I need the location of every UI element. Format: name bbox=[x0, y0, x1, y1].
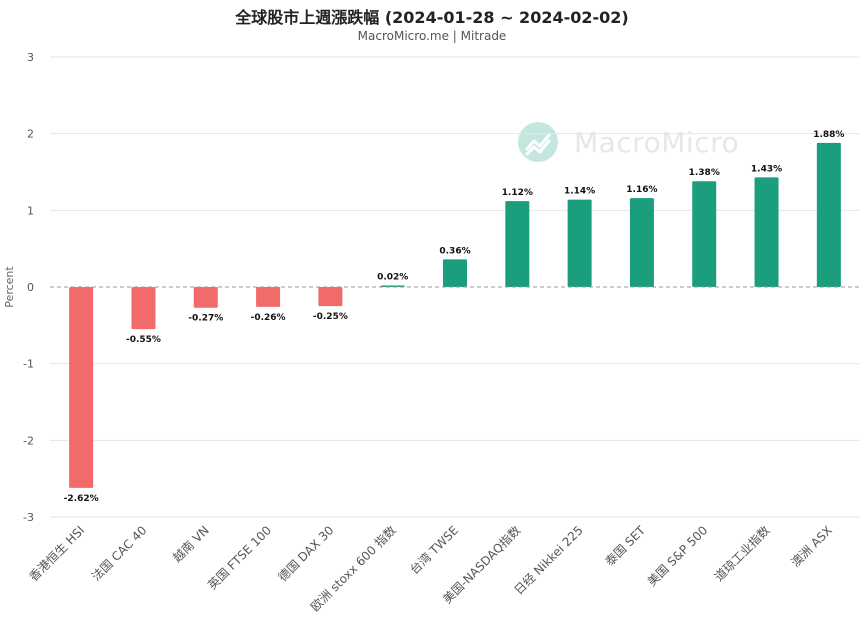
data-label: -0.55% bbox=[126, 335, 161, 345]
bar bbox=[629, 198, 654, 287]
bar bbox=[443, 259, 467, 287]
bar bbox=[754, 177, 779, 287]
x-tick-label: 台湾 TWSE bbox=[407, 523, 462, 578]
bar bbox=[505, 201, 530, 287]
x-tick-label: 越南 VN bbox=[169, 523, 211, 565]
x-tick-label: 香港恒生 HSI bbox=[26, 523, 87, 584]
data-label: -0.25% bbox=[313, 312, 348, 322]
x-tick-label: 美国 S&P 500 bbox=[645, 523, 711, 589]
x-tick-label: 德国 DAX 30 bbox=[275, 523, 337, 585]
bar bbox=[131, 287, 156, 330]
x-tick-label: 道琼工业指数 bbox=[711, 523, 773, 585]
y-axis-title: Percent bbox=[3, 266, 16, 308]
bar bbox=[816, 142, 841, 287]
y-tick-label: 3 bbox=[27, 51, 34, 64]
bar bbox=[193, 287, 218, 308]
y-tick-label: 0 bbox=[27, 281, 34, 294]
x-tick-label: 泰国 SET bbox=[603, 523, 649, 569]
y-tick-label: -3 bbox=[23, 511, 34, 524]
data-label: 1.12% bbox=[502, 188, 533, 198]
y-tick-label: -1 bbox=[23, 358, 34, 371]
data-label: 0.02% bbox=[377, 272, 408, 282]
chart-line-icon bbox=[518, 122, 558, 162]
y-tick-label: 2 bbox=[27, 128, 34, 141]
x-tick-label: 法国 CAC 40 bbox=[89, 523, 150, 584]
bar bbox=[69, 287, 94, 488]
bar bbox=[567, 199, 592, 287]
data-label: 1.38% bbox=[689, 168, 720, 178]
bar bbox=[318, 287, 343, 307]
data-label: -0.27% bbox=[188, 314, 223, 324]
x-tick-label: 日经 Nikkei 225 bbox=[511, 523, 585, 597]
data-label: 1.14% bbox=[564, 187, 595, 197]
data-label: 1.16% bbox=[626, 185, 657, 195]
watermark: MacroMicro bbox=[518, 122, 739, 162]
chart-subtitle: MacroMicro.me | Mitrade bbox=[357, 29, 507, 43]
data-label: 1.43% bbox=[751, 164, 782, 174]
bar bbox=[256, 287, 281, 307]
x-tick-label: 英国 FTSE 100 bbox=[205, 523, 274, 592]
x-tick-label: 澳洲 ASX bbox=[788, 523, 835, 570]
y-tick-label: 1 bbox=[27, 204, 34, 217]
data-label: 0.36% bbox=[439, 246, 470, 256]
data-label: -0.26% bbox=[251, 313, 286, 323]
chart-title: 全球股市上週漲跌幅 (2024-01-28 ~ 2024-02-02) bbox=[235, 8, 629, 27]
bar bbox=[692, 181, 717, 287]
watermark-text: MacroMicro bbox=[574, 125, 740, 159]
data-label: 1.88% bbox=[813, 130, 844, 140]
data-label: -2.62% bbox=[64, 494, 99, 504]
y-tick-label: -2 bbox=[23, 434, 34, 447]
